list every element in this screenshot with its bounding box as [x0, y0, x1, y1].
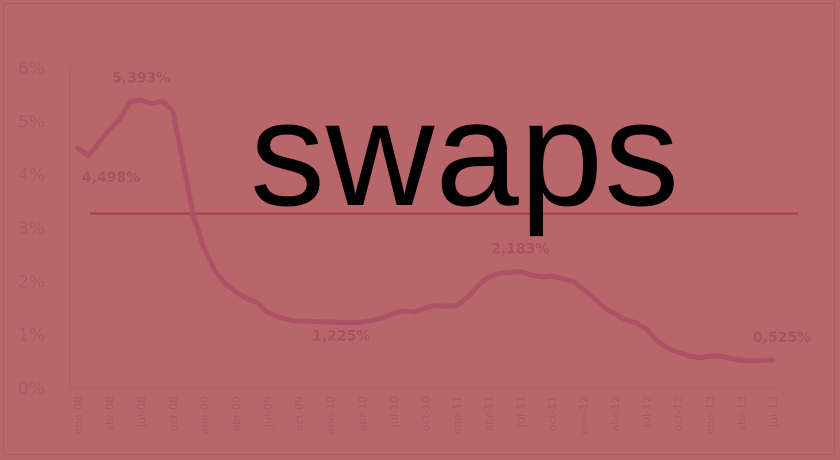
data-label: 2,183%	[491, 242, 549, 258]
x-tick-label: jul-12	[641, 396, 654, 428]
y-tick-label: 6%	[18, 59, 45, 79]
x-tick-label: abr-09	[230, 396, 243, 432]
x-tick-label: oct-11	[546, 396, 559, 431]
y-tick-label: 1%	[18, 326, 45, 346]
x-tick-label: jul-11	[514, 396, 527, 428]
x-tick-label: jul-08	[135, 396, 148, 428]
y-tick-label: 3%	[18, 219, 45, 239]
x-tick-label: oct-09	[293, 396, 306, 431]
x-tick-label: ene-11	[451, 396, 464, 434]
y-tick-label: 0%	[18, 379, 45, 399]
y-tick-label: 2%	[18, 272, 45, 292]
x-tick-label: ene-10	[325, 396, 338, 434]
data-label: 0,525%	[753, 330, 811, 346]
x-tick-label: abr-08	[104, 396, 117, 432]
y-tick-label: 4%	[18, 166, 45, 186]
x-tick-label: ene-13	[704, 396, 717, 434]
y-tick-label: 5%	[18, 112, 45, 132]
x-tick-label: oct-10	[419, 396, 432, 431]
x-tick-label: oct-08	[167, 396, 180, 431]
x-tick-label: jul-13	[767, 396, 780, 428]
data-label: 4,498%	[82, 170, 140, 186]
x-tick-label: ene-09	[198, 396, 211, 434]
x-tick-label: abr-13	[735, 396, 748, 432]
chart-frame	[3, 3, 835, 455]
x-tick-label: ene-12	[577, 396, 590, 434]
x-tick-label: ene-08	[72, 396, 85, 434]
x-tick-label: jul-10	[388, 396, 401, 428]
x-tick-label: abr-12	[609, 396, 622, 432]
data-label: 1,225%	[312, 329, 370, 345]
overlay-title: swaps	[250, 69, 681, 237]
data-label: 5,393%	[112, 70, 170, 86]
x-tick-label: jul-09	[262, 396, 275, 428]
x-tick-label: oct-12	[672, 396, 685, 431]
x-tick-label: abr-10	[356, 396, 369, 432]
x-tick-label: abr-11	[483, 396, 496, 432]
